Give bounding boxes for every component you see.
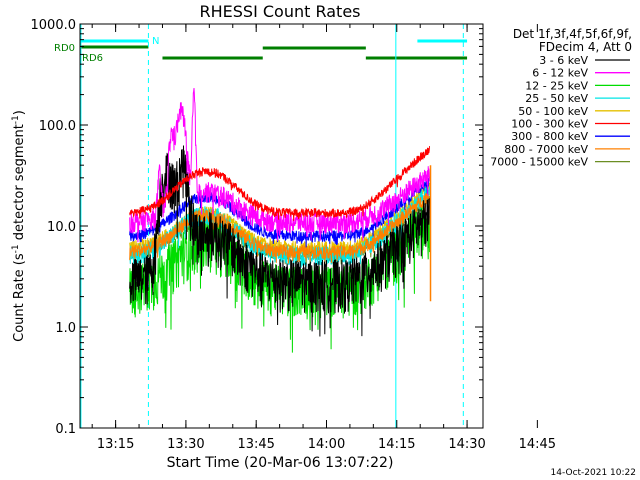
series-line-2 (129, 87, 430, 243)
y-tick-label: 10.0 (47, 220, 76, 235)
rd0-label: RD0 (54, 43, 75, 54)
legend-header-line2: FDecim 4, Att 0 (539, 40, 632, 54)
y-tick-label: 100.0 (39, 119, 76, 134)
y-axis-label: Count Rate (s-1 detector segment-1) (11, 110, 27, 342)
x-tick-label: 14:00 (308, 437, 345, 452)
legend-label-6: 100 - 300 keV (511, 118, 588, 131)
x-axis-label: Start Time (20-Mar-06 13:07:22) (167, 455, 394, 471)
y-tick-label: 0.1 (55, 422, 76, 437)
y-tick-label: 1.0 (55, 321, 76, 336)
night-label: N (152, 36, 159, 47)
series-line-6 (129, 146, 430, 221)
x-tick-label: 14:45 (519, 437, 556, 452)
series-line-1 (129, 145, 430, 337)
legend-header-line1: Det 1f,3f,4f,5f,6f,9f, (513, 27, 632, 41)
legend: Det 1f,3f,4f,5f,6f,9f, FDecim 4, Att 0 3… (490, 27, 632, 169)
series-line-8 (129, 193, 430, 265)
x-tick-label: 13:30 (167, 437, 204, 452)
data-layer: RD0 RD6 N (54, 24, 468, 428)
legend-label-1: 3 - 6 keV (539, 54, 588, 67)
chart-title: RHESSI Count Rates (200, 2, 361, 21)
legend-label-3: 12 - 25 keV (525, 79, 588, 92)
legend-label-7: 300 - 800 keV (511, 130, 588, 143)
render-timestamp: 14-Oct-2021 10:22 (551, 468, 636, 478)
rd6-label: RD6 (82, 53, 103, 64)
axis-layer: 0.1 1.0 10.0 100.0 1000.0 13:15 13:30 13:45 14:0… (31, 18, 557, 452)
x-tick-label: 14:30 (448, 437, 485, 452)
x-tick-label: 14:15 (378, 437, 415, 452)
x-tick-label: 13:45 (237, 437, 274, 452)
y-tick-label: 1000.0 (31, 18, 77, 33)
legend-label-8: 800 - 7000 keV (504, 143, 588, 156)
legend-label-2: 6 - 12 keV (532, 67, 588, 80)
legend-label-4: 25 - 50 keV (525, 92, 588, 105)
legend-label-5: 50 - 100 keV (518, 105, 588, 118)
series-line-7 (129, 176, 430, 248)
x-tick-label: 13:15 (97, 437, 134, 452)
legend-label-9: 7000 - 15000 keV (490, 156, 588, 169)
